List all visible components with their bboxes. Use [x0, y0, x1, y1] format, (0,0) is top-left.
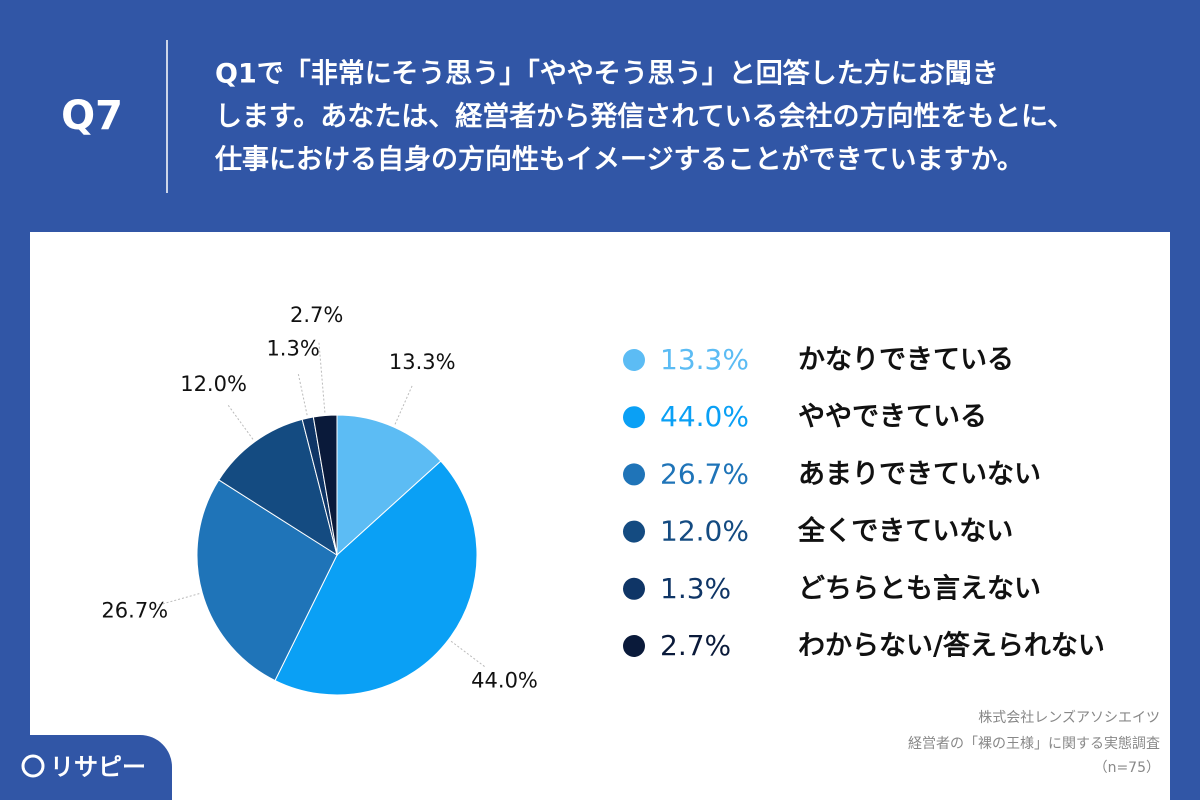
legend-label: かなりできている: [798, 345, 1014, 376]
question-line: Q1で「非常にそう思う」「ややそう思う」と回答した方にお聞き: [215, 58, 999, 90]
legend-value: 2.7%: [660, 629, 731, 662]
pie-slice: [274, 460, 478, 696]
pie-slice: [196, 479, 338, 682]
legend-value: 26.7%: [660, 457, 749, 490]
legend-label: ややできている: [798, 402, 987, 433]
pie-slice: [336, 414, 442, 557]
question-line: します。あなたは、経営者から発信されている会社の方向性をもとに、: [215, 101, 1074, 133]
data-label: 44.0%: [471, 669, 538, 693]
data-label: 12.0%: [180, 372, 247, 396]
logo: リサピー: [50, 753, 146, 781]
legend-label: どちらとも言えない: [798, 573, 1041, 604]
logo-tab: [0, 735, 172, 800]
data-label: 1.3%: [266, 337, 319, 361]
data-label: 2.7%: [290, 303, 343, 327]
source: （n=75）: [1094, 760, 1160, 776]
source: 経営者の「裸の王様」に関する実態調査: [908, 736, 1160, 752]
leader-line: [227, 405, 254, 440]
leader-line: [158, 593, 200, 606]
legend-value: 1.3%: [660, 572, 731, 605]
leader-line: [450, 640, 485, 667]
question-label: Q7: [61, 93, 123, 139]
pie-slice: [312, 414, 338, 556]
legend-swatch: [623, 577, 645, 600]
legend-swatch: [623, 635, 645, 657]
legend-value: 13.3%: [660, 343, 749, 376]
legend-label: 全くできていない: [797, 515, 1013, 547]
source: 株式会社レンズアソシエイツ: [978, 710, 1160, 726]
legend-swatch: [623, 520, 645, 543]
data-label: 26.7%: [101, 599, 168, 623]
legend-value: 44.0%: [660, 400, 749, 433]
legend-value: 12.0%: [660, 515, 749, 548]
logo-icon: [21, 754, 45, 778]
leader-line: [318, 340, 326, 413]
leader-line: [297, 373, 308, 416]
leader-line: [394, 385, 413, 425]
data-label: 13.3%: [389, 350, 456, 374]
pie-slice: [218, 418, 338, 557]
question-line: 仕事における自身の方向性もイメージすることができていますか。: [214, 144, 1024, 176]
legend-label: わからない/答えられない: [798, 630, 1105, 662]
legend-swatch: [623, 406, 645, 429]
legend-label: あまりできていない: [798, 459, 1041, 490]
legend-swatch: [623, 463, 645, 486]
legend-swatch: [623, 349, 645, 371]
